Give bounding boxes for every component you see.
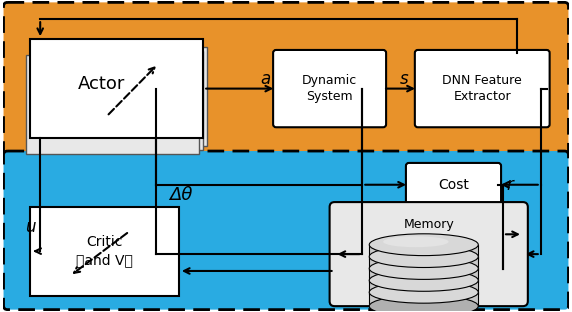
Text: Cost: Cost — [438, 178, 469, 192]
Bar — [370, 280, 478, 294]
Ellipse shape — [383, 236, 448, 247]
Bar — [370, 245, 478, 259]
Ellipse shape — [370, 258, 478, 279]
Bar — [34, 47, 207, 146]
Bar — [370, 292, 478, 306]
Text: Memory: Memory — [403, 218, 454, 232]
Text: Dynamic
System: Dynamic System — [302, 74, 358, 103]
FancyBboxPatch shape — [406, 163, 501, 207]
Ellipse shape — [370, 234, 478, 256]
Bar — [370, 256, 478, 271]
Ellipse shape — [370, 295, 478, 312]
Text: Δθ: Δθ — [169, 186, 193, 204]
Text: Critic
（and V）: Critic （and V） — [76, 236, 133, 267]
Text: r: r — [507, 176, 514, 194]
Bar — [26, 55, 199, 154]
FancyBboxPatch shape — [3, 2, 569, 157]
Bar — [30, 39, 203, 138]
FancyBboxPatch shape — [415, 50, 550, 127]
FancyBboxPatch shape — [30, 207, 179, 296]
Bar — [30, 51, 203, 150]
Text: DNN Feature
Extractor: DNN Feature Extractor — [442, 74, 522, 103]
Text: Actor: Actor — [78, 75, 125, 93]
Ellipse shape — [370, 270, 478, 291]
FancyBboxPatch shape — [3, 151, 569, 310]
Ellipse shape — [370, 246, 478, 267]
FancyBboxPatch shape — [329, 202, 528, 306]
Text: u: u — [25, 218, 35, 236]
Text: s: s — [400, 70, 408, 88]
FancyBboxPatch shape — [273, 50, 386, 127]
Text: a: a — [260, 70, 271, 88]
Ellipse shape — [370, 281, 478, 303]
Bar — [370, 269, 478, 282]
